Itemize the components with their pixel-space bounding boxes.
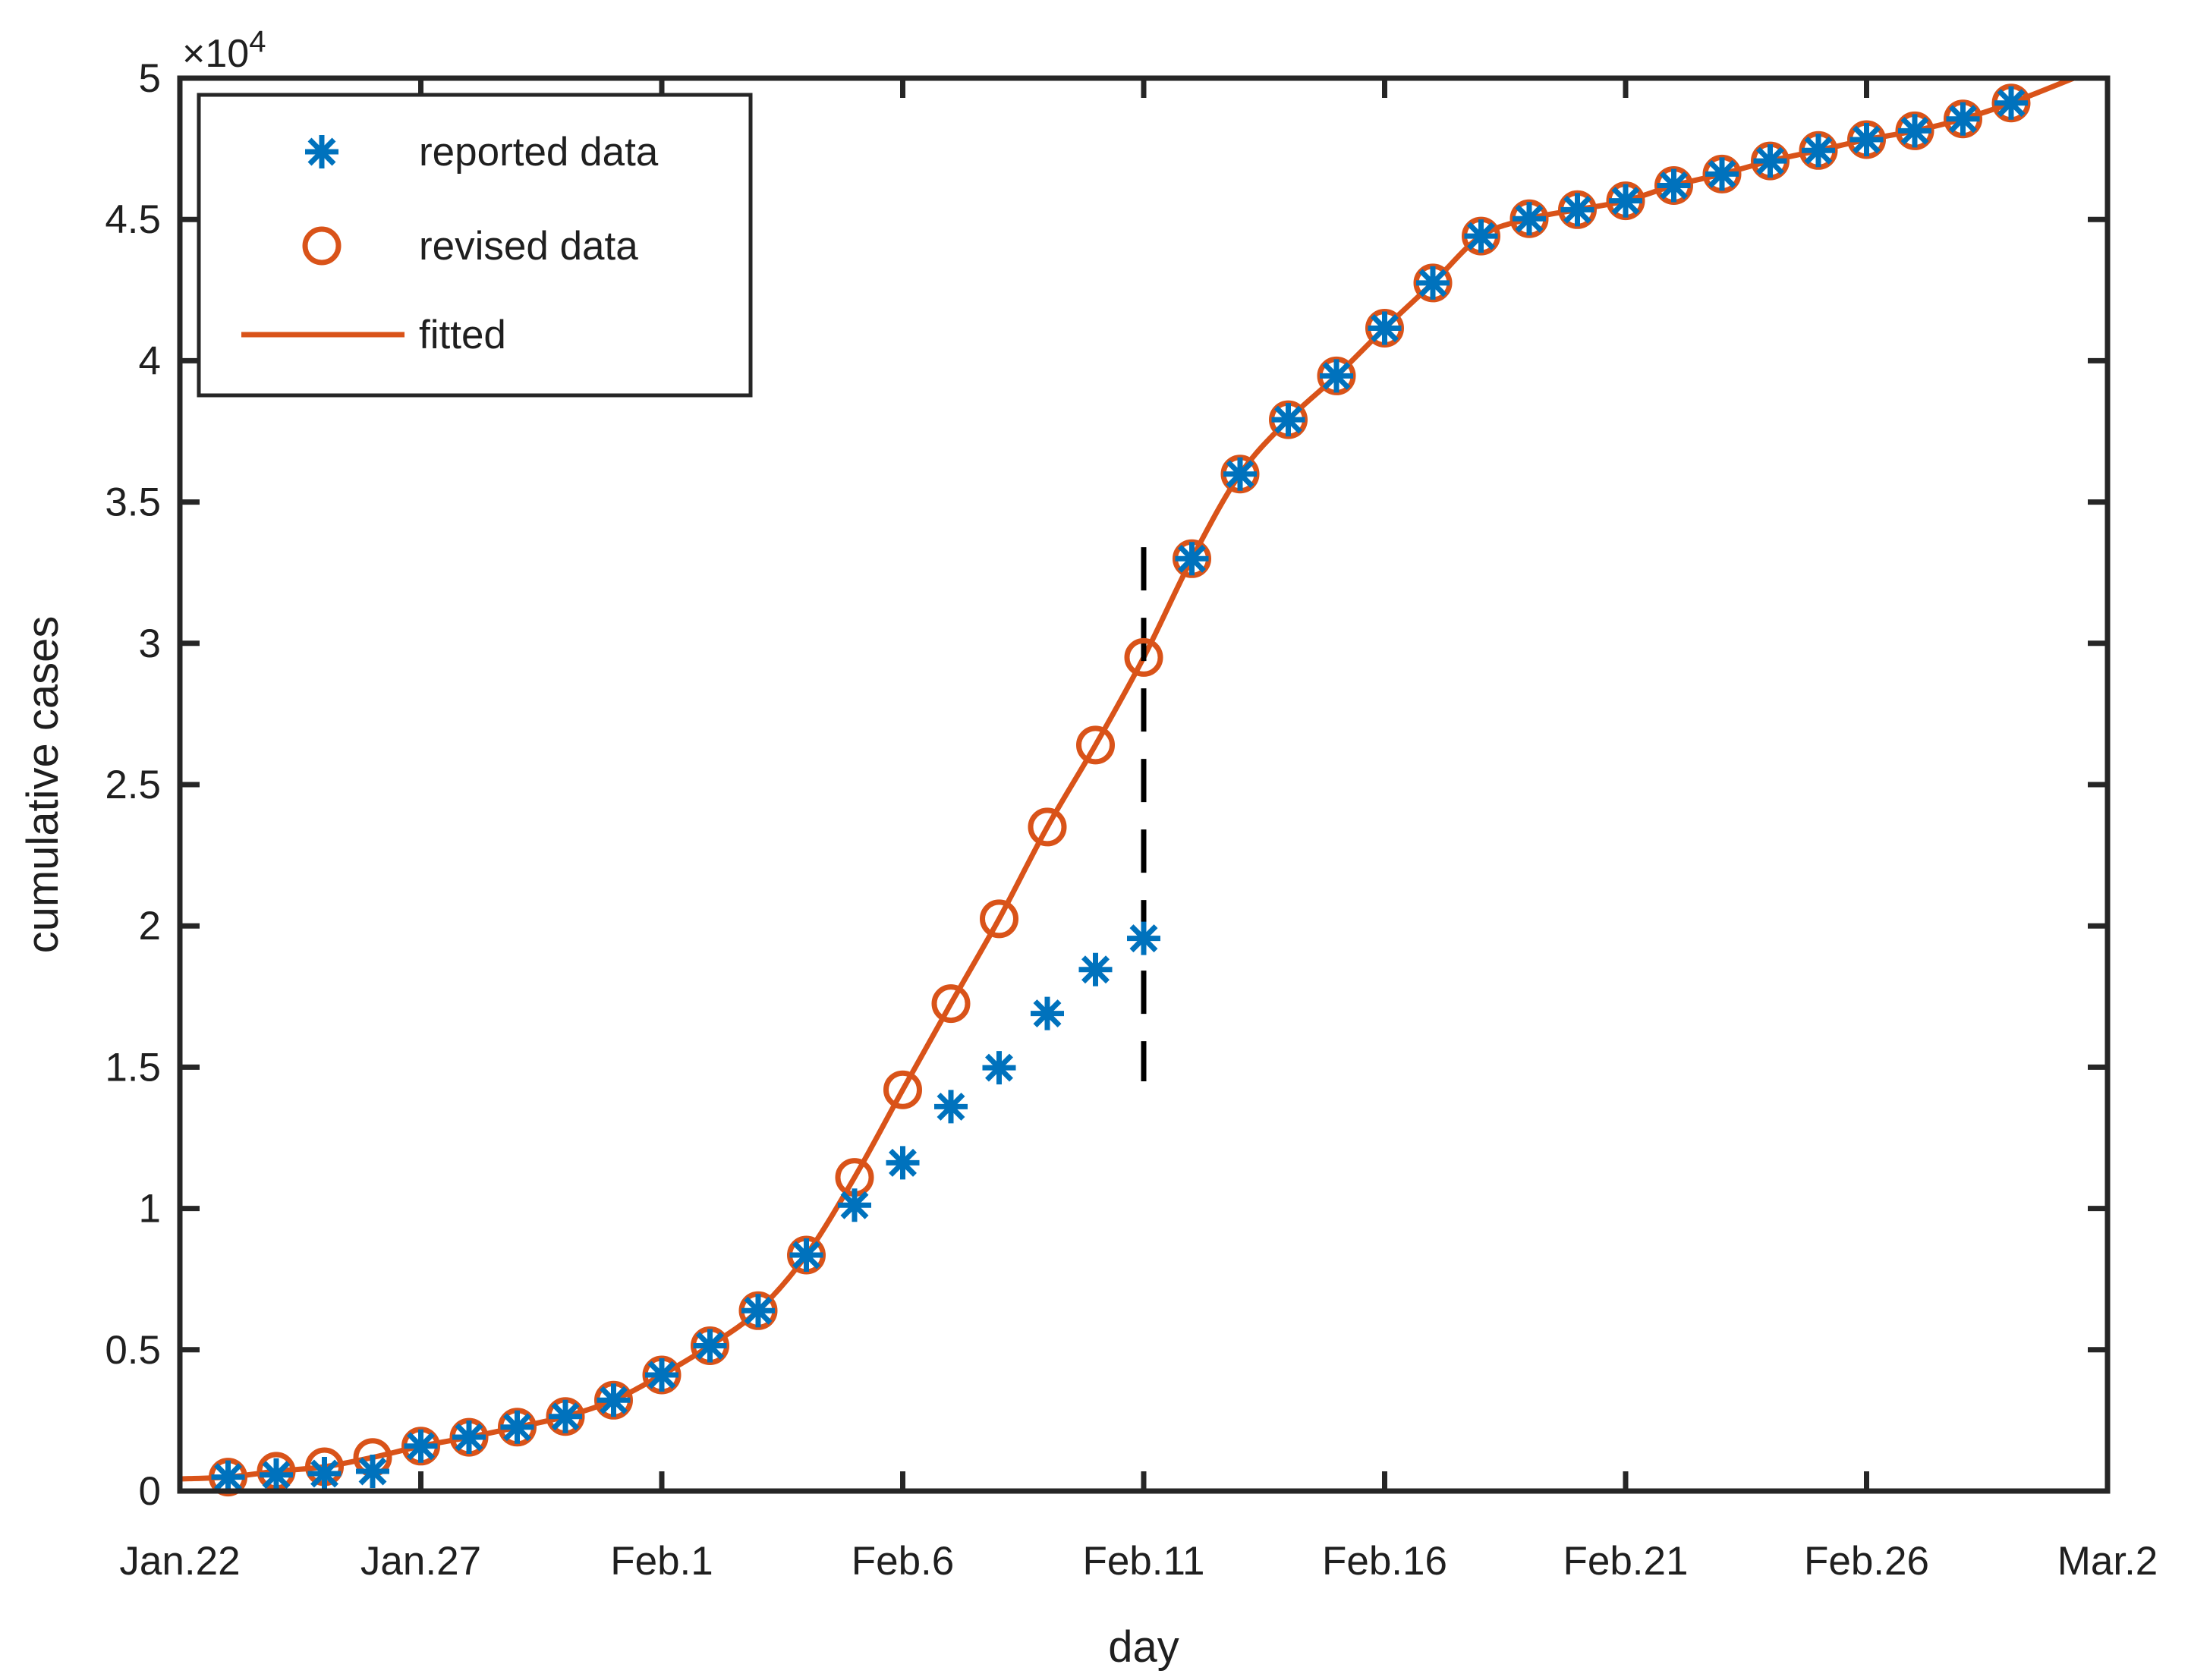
- reported-data-marker: [1127, 921, 1160, 955]
- legend-label-reported: reported data: [419, 130, 659, 175]
- y-tick-label: 3.5: [105, 480, 161, 525]
- x-tick-label: Feb.6: [852, 1539, 955, 1584]
- reported-data-marker: [1849, 123, 1884, 157]
- legend-revised-circle-icon: [302, 226, 342, 266]
- legend-box: [197, 93, 753, 398]
- reported-data-marker: [693, 1329, 727, 1363]
- x-tick-label: Jan.22: [119, 1539, 240, 1584]
- reported-data-marker: [886, 1146, 920, 1180]
- reported-data-marker: [452, 1420, 486, 1455]
- y-tick-label: 2.5: [105, 763, 161, 807]
- reported-data-marker: [549, 1399, 582, 1433]
- y-tick-label: 4.5: [105, 197, 161, 242]
- reported-data-marker: [838, 1188, 871, 1222]
- reported-data-marker: [307, 1456, 342, 1490]
- x-tick-label: Feb.21: [1563, 1539, 1688, 1584]
- reported-data-marker: [1898, 114, 1931, 148]
- y-axis-exponent: ×104: [182, 25, 266, 76]
- reported-data-marker: [1271, 403, 1305, 437]
- plot-area: Jan.22 Jan.27 Feb.1 Feb.6 Feb.11 Feb.16 Feb.21…: [105, 56, 2158, 1584]
- legend-label-fitted: fitted: [419, 313, 506, 357]
- reported-data-marker: [1657, 168, 1691, 203]
- revised-data-marker: [1076, 725, 1115, 765]
- reported-data-marker: [1994, 86, 2028, 120]
- x-tick-label: Mar.2: [2057, 1539, 2158, 1584]
- x-tick-label: Feb.26: [1804, 1539, 1929, 1584]
- revised-data-marker: [1028, 807, 1067, 847]
- reported-data-marker: [1320, 359, 1353, 393]
- y-axis-title: cumulative cases: [18, 616, 68, 954]
- y-tick-label: 4: [139, 338, 161, 383]
- reported-data-marker: [211, 1460, 245, 1494]
- reported-data-marker: [404, 1429, 438, 1463]
- reported-data-marker: [1368, 311, 1402, 345]
- x-tick-label: Feb.1: [610, 1539, 713, 1584]
- reported-data-marker: [1753, 144, 1787, 178]
- reported-data-marker: [1031, 996, 1064, 1030]
- reported-data-marker: [597, 1383, 631, 1417]
- legend-reported-asterisk-icon: [305, 135, 338, 168]
- reported-data-marker: [1560, 193, 1594, 227]
- x-tick-label: Feb.11: [1082, 1539, 1204, 1584]
- y-tick-label: 0: [139, 1469, 161, 1514]
- legend: reported data revised data fitted: [197, 93, 753, 398]
- reported-data-marker: [645, 1358, 678, 1392]
- reported-data-marker: [260, 1458, 293, 1492]
- reported-data-marker: [1416, 266, 1450, 300]
- y-tick-label: 0.5: [105, 1328, 161, 1373]
- y-tick-label: 5: [139, 56, 161, 101]
- reported-data-marker: [1078, 952, 1113, 986]
- revised-data-marker: [883, 1070, 922, 1109]
- revised-data-marker: [980, 899, 1018, 939]
- revised-data-marker: [931, 984, 971, 1024]
- reported-data-marker: [1175, 542, 1209, 576]
- legend-label-revised: revised data: [419, 224, 638, 269]
- reported-data-marker: [1513, 202, 1546, 236]
- reported-data-marker: [1223, 457, 1257, 491]
- reported-data-marker: [982, 1051, 1016, 1085]
- x-tick-label: Jan.27: [360, 1539, 481, 1584]
- y-tick-label: 2: [139, 904, 161, 949]
- reported-data-marker: [1946, 102, 1980, 136]
- revised-data-marker: [1124, 637, 1163, 677]
- reported-data-marker: [1464, 219, 1498, 253]
- reported-data-marker: [789, 1238, 823, 1273]
- x-tick-label: Feb.16: [1322, 1539, 1447, 1584]
- reported-data-marker: [1705, 157, 1739, 191]
- reported-data-marker: [500, 1410, 534, 1444]
- reported-data-marker: [356, 1455, 389, 1489]
- y-tick-label: 1: [139, 1187, 161, 1232]
- x-axis-title: day: [1108, 1622, 1179, 1672]
- reported-data-marker: [934, 1090, 968, 1124]
- reported-data-marker: [1609, 184, 1642, 218]
- y-tick-label: 3: [139, 621, 161, 666]
- reported-data-marker: [1802, 134, 1835, 168]
- reported-data-marker: [741, 1294, 775, 1328]
- y-tick-label: 1.5: [105, 1045, 161, 1090]
